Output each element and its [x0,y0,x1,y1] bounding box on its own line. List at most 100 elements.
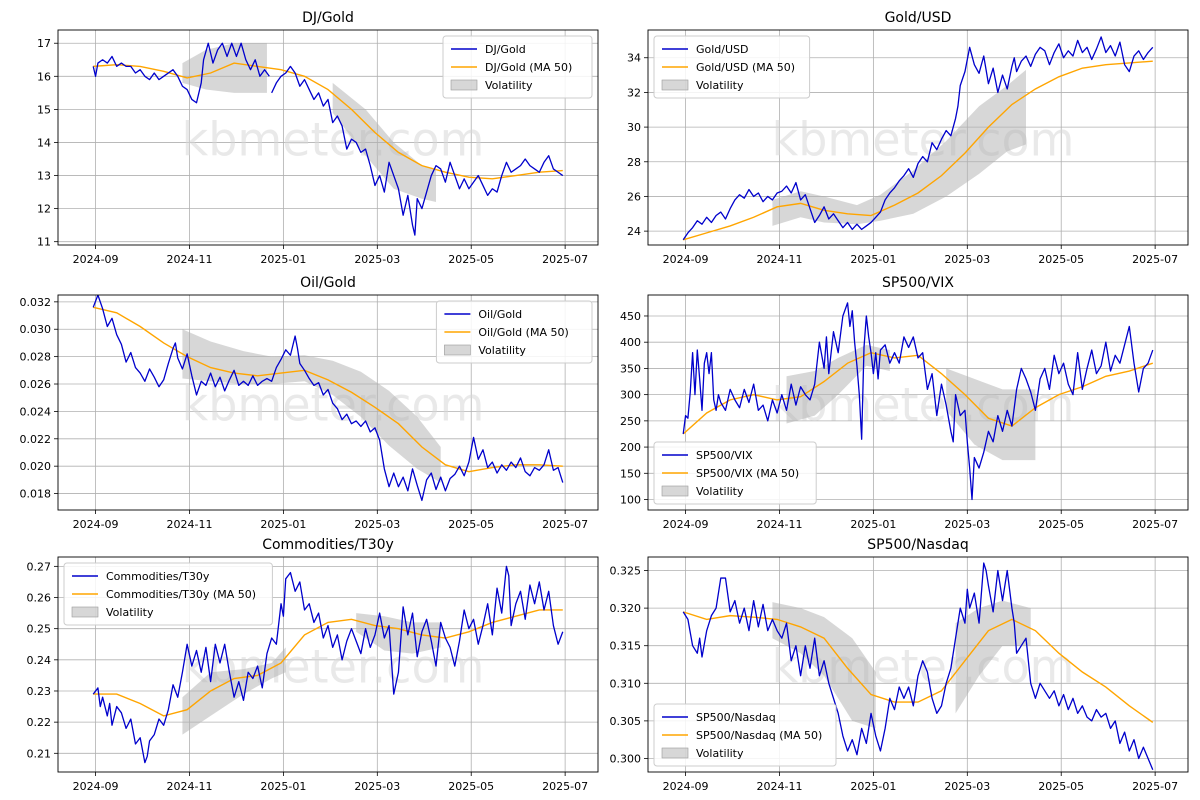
x-tick-label: 2024-11 [756,518,802,531]
legend: DJ/Gold DJ/Gold (MA 50) Volatility [442,35,593,99]
x-tick-label: 2025-07 [1132,780,1178,793]
legend: Commodities/T30y Commodities/T30y (MA 50)… [63,562,273,626]
x-tick-label: 2025-01 [850,518,896,531]
legend-label: Volatility [485,79,533,92]
x-tick-label: 2025-01 [260,518,306,531]
y-tick-label: 0.026 [20,378,52,391]
legend-box [63,562,273,626]
y-tick-label: 150 [620,467,641,480]
y-tick-label: 0.325 [610,565,642,578]
volatility-band [955,600,1031,714]
y-tick-label: 0.018 [20,488,52,501]
y-tick-label: 0.305 [610,715,642,728]
chart-panel-2: 24 26 28 30 32 34 2024-09 2024-11 2025-01 2025-03… [627,10,1189,266]
chart-title: Commodities/T30y [262,537,394,553]
ma50-line [683,60,1153,241]
y-tick-label: 0.300 [610,752,642,765]
legend-label: DJ/Gold [485,43,526,56]
legend-label: SP500/Nasdaq [696,711,776,724]
legend-label: Oil/Gold [478,308,522,321]
y-tick-label: 250 [620,415,641,428]
x-tick-label: 2025-03 [354,518,400,531]
y-tick-label: 0.320 [610,602,642,615]
x-tick-label: 2025-05 [448,780,494,793]
y-tick-label: 0.22 [27,716,52,729]
chart-panel-4: 100 150 200 250 300 350 400 450 2024-09 2024-11 20… [620,275,1189,531]
ma50-line [93,306,563,473]
y-tick-label: 0.24 [27,654,52,667]
plot-area [92,42,564,236]
legend-box [653,441,817,505]
y-tick-label: 26 [627,190,641,203]
ma50-line [93,609,563,717]
x-tick-label: 2025-05 [448,518,494,531]
ratio-series-line [92,42,270,104]
watermark-text: kbmeter.com [182,113,485,167]
x-tick-label: 2025-07 [542,780,588,793]
x-tick-label: 2025-05 [1038,518,1084,531]
y-tick-label: 400 [620,336,641,349]
ratio-series-line [92,295,564,502]
y-tick-label: 350 [620,362,641,375]
legend-label: Gold/USD [696,43,749,56]
legend-swatch-patch [450,79,478,91]
y-tick-label: 17 [37,37,51,50]
ratio-series-line [271,65,564,236]
legend-label: SP500/VIX [696,449,753,462]
chart-title: Oil/Gold [300,275,356,291]
x-tick-label: 2025-07 [542,518,588,531]
volatility-band [182,647,286,735]
legend-label: Gold/USD (MA 50) [696,61,795,74]
volatility-band [772,69,1026,226]
chart-panel-1: 11 12 13 14 15 16 17 2024-09 2024-11 2025-01 2025-… [37,10,599,266]
legend-label: Volatility [478,344,526,357]
chart-title: Gold/USD [885,10,952,26]
plot-area [682,302,1154,501]
x-tick-label: 2025-05 [1038,780,1084,793]
x-tick-label: 2024-11 [166,780,212,793]
volatility-band [182,43,267,93]
y-tick-label: 32 [627,86,641,99]
legend-box [653,703,837,767]
legend-swatch-patch [661,747,689,759]
y-tick-label: 0.028 [20,351,52,364]
y-tick-label: 0.315 [610,640,642,653]
x-tick-label: 2025-03 [354,780,400,793]
y-tick-label: 450 [620,310,641,323]
x-tick-label: 2024-11 [756,780,802,793]
volatility-band [772,602,876,729]
y-tick-label: 24 [627,225,641,238]
legend-label: Volatility [696,485,744,498]
chart-title: DJ/Gold [302,10,354,26]
axes-frame [57,556,599,773]
plot-area [682,562,1154,770]
legend-swatch-patch [661,485,689,497]
y-tick-label: 16 [37,70,51,83]
legend-label: DJ/Gold (MA 50) [485,61,572,74]
legend: SP500/Nasdaq SP500/Nasdaq (MA 50) Volatili… [653,703,837,767]
legend-label: Commodities/T30y (MA 50) [106,588,256,601]
plot-area [92,565,564,764]
legend: Oil/Gold Oil/Gold (MA 50) Volatility [435,300,593,364]
ratio-series-line [92,565,564,764]
x-tick-label: 2025-03 [944,253,990,266]
legend-label: Oil/Gold (MA 50) [478,326,568,339]
y-tick-label: 0.27 [27,560,52,573]
y-tick-label: 0.310 [610,677,642,690]
y-tick-label: 12 [37,203,51,216]
y-tick-label: 0.020 [20,460,52,473]
legend: SP500/VIX SP500/VIX (MA 50) Volatility [653,441,817,505]
x-tick-label: 2024-11 [166,253,212,266]
y-tick-label: 0.21 [27,747,52,760]
y-tick-label: 100 [620,494,641,507]
ratio-series-line [682,36,1154,241]
chart-panel-5: 0.21 0.22 0.23 0.24 0.25 0.26 0.27 2024-09 2024-… [27,537,599,793]
x-tick-label: 2024-09 [663,253,709,266]
x-tick-label: 2024-11 [166,518,212,531]
x-tick-label: 2025-01 [260,253,306,266]
y-tick-label: 11 [37,236,51,249]
chart-panel-3: 0.018 0.020 0.022 0.024 0.026 0.028 0.030 0.032… [20,275,599,531]
legend-label: SP500/Nasdaq (MA 50) [696,729,822,742]
axes-frame [647,556,1189,773]
